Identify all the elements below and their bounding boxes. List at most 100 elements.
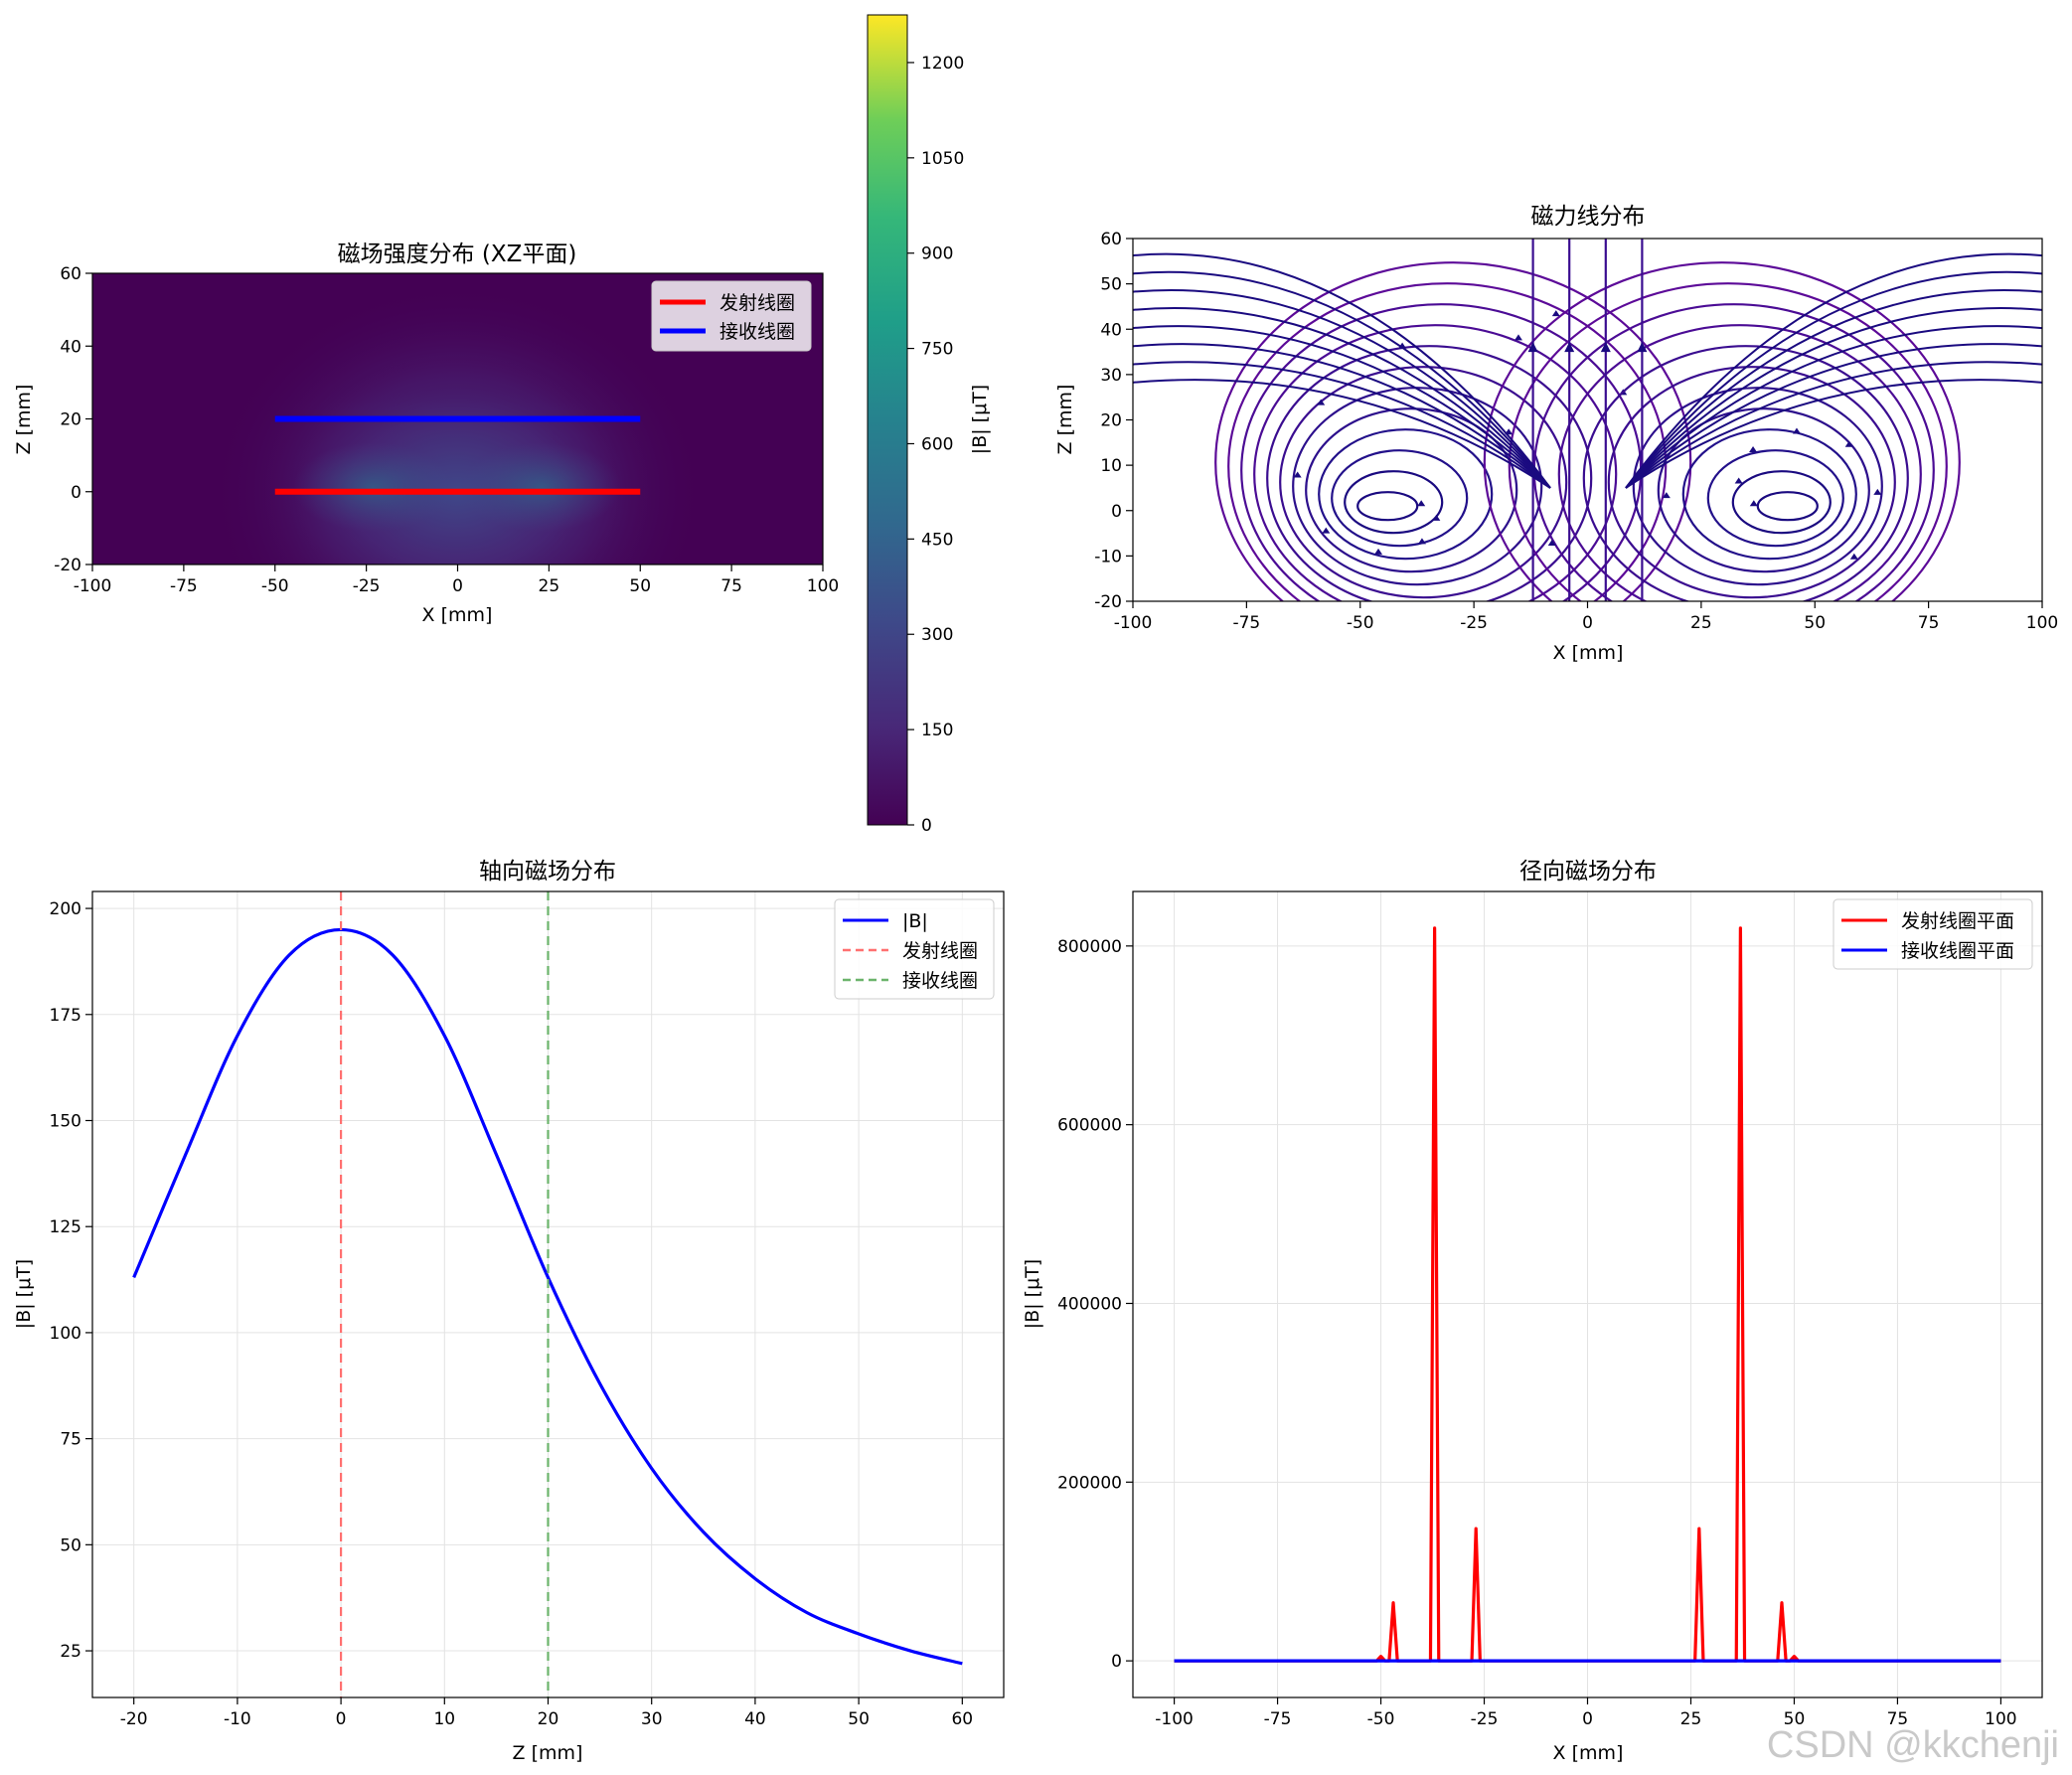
y-tick-label: 600000 bbox=[1057, 1116, 1122, 1136]
legend-rx-plane-label: 接收线圈平面 bbox=[1901, 940, 2014, 962]
streamline-arrow bbox=[1792, 427, 1801, 434]
radial-ylabel: |B| [μT] bbox=[1022, 1259, 1043, 1329]
streamline-loop bbox=[1731, 470, 1832, 535]
x-tick-label: -50 bbox=[261, 576, 289, 596]
axial-xlabel: Z [mm] bbox=[513, 1742, 583, 1764]
streamline-sweep bbox=[1625, 361, 2042, 489]
legend-rx-label: 接收线圈 bbox=[719, 321, 795, 343]
y-tick-label: 75 bbox=[60, 1430, 81, 1450]
colorbar: 0 150 300 450 600 750 900 1050 1200 |B| [μT] bbox=[867, 14, 991, 836]
x-tick-label: -100 bbox=[1114, 613, 1153, 633]
colorbar-label: |B| [μT] bbox=[969, 385, 991, 454]
streamline-arrow bbox=[1293, 471, 1302, 478]
radial-title: 径向磁场分布 bbox=[1519, 859, 1657, 885]
streamline-arrow bbox=[1615, 602, 1623, 608]
colorbar-tick-label: 1050 bbox=[921, 149, 964, 169]
streamline-loop bbox=[1266, 345, 1593, 601]
streamline-sweep bbox=[1625, 288, 2042, 489]
streamline-sweep bbox=[1133, 307, 1551, 489]
streamline-sweep bbox=[1625, 379, 2042, 489]
streamline-arrow bbox=[1662, 492, 1671, 499]
streamline-sweep bbox=[1133, 270, 1551, 489]
legend-rx-dash-label: 接收线圈 bbox=[902, 970, 978, 992]
y-tick-label: 175 bbox=[50, 1006, 81, 1026]
streamline-loop bbox=[1681, 428, 1857, 561]
streamline-loop bbox=[1279, 366, 1568, 599]
colorbar-tick-label: 1200 bbox=[921, 54, 964, 74]
x-tick-label: 0 bbox=[452, 576, 463, 596]
y-tick-label: 20 bbox=[1100, 411, 1122, 431]
streamline-arrow bbox=[1637, 342, 1648, 353]
heatmap-xlabel: X [mm] bbox=[422, 604, 493, 626]
heatmap-y-ticks: -20 0 20 40 60 bbox=[54, 264, 92, 575]
y-tick-label: 100 bbox=[50, 1324, 81, 1344]
streamplot-xlabel: X [mm] bbox=[1553, 642, 1624, 664]
streamline-arrow bbox=[1417, 500, 1426, 507]
legend-tx-label: 发射线圈 bbox=[719, 292, 795, 314]
streamline-loop bbox=[1331, 449, 1469, 548]
axial-ylabel: |B| [μT] bbox=[13, 1259, 35, 1329]
y-tick-label: 50 bbox=[60, 1535, 81, 1555]
streamline-loop bbox=[1344, 470, 1444, 535]
x-tick-label: -25 bbox=[353, 576, 381, 596]
streamline-arrow bbox=[1749, 446, 1758, 453]
streamline-arrow bbox=[1547, 540, 1556, 547]
colorbar-tick-label: 0 bbox=[921, 816, 932, 836]
y-tick-label: 800000 bbox=[1057, 937, 1122, 957]
legend-tx-dash-label: 发射线圈 bbox=[902, 940, 978, 962]
y-tick-label: 150 bbox=[50, 1111, 81, 1131]
y-tick-label: 0 bbox=[1111, 502, 1122, 522]
streamline-arrow bbox=[1849, 553, 1858, 560]
y-tick-label: -10 bbox=[1094, 547, 1122, 566]
streamline-sweep bbox=[1133, 379, 1551, 489]
streamline-arrow bbox=[1749, 500, 1758, 507]
streamline-arrow bbox=[1600, 342, 1611, 353]
x-tick-label: -10 bbox=[224, 1709, 251, 1729]
streamplot-panel: 磁力线分布 -100 -75 -50 -25 0 25 50 75 100 -20-100102… bbox=[1054, 204, 2058, 664]
colorbar-tick-label: 450 bbox=[921, 530, 953, 550]
axial-y-ticks: 25 50 75 100 125 150 175 200 bbox=[50, 899, 92, 1662]
streamline-arrow bbox=[1734, 477, 1743, 484]
colorbar-tick-label: 600 bbox=[921, 434, 953, 454]
axial-x-ticks: -20 -10 0 10 20 30 40 50 60 bbox=[120, 1697, 973, 1729]
streamline-sweep bbox=[1625, 307, 2042, 489]
x-tick-label: 0 bbox=[1582, 613, 1593, 633]
x-tick-label: 50 bbox=[629, 576, 651, 596]
radial-panel: 径向磁场分布 -100 -75 -50 -25 0 25 50 75 100 0 200000 40… bbox=[1022, 859, 2043, 1764]
streamline-sweep bbox=[1625, 325, 2042, 489]
y-tick-label: -20 bbox=[1094, 592, 1122, 612]
x-tick-label: -100 bbox=[1155, 1709, 1194, 1729]
x-tick-label: 40 bbox=[744, 1709, 766, 1729]
legend-tx-plane-label: 发射线圈平面 bbox=[1901, 910, 2014, 932]
axial-title: 轴向磁场分布 bbox=[479, 859, 616, 885]
x-tick-label: 25 bbox=[539, 576, 560, 596]
y-tick-label: 25 bbox=[60, 1642, 81, 1662]
x-tick-label: 0 bbox=[336, 1709, 347, 1729]
streamline-arrow bbox=[1527, 342, 1538, 353]
radial-legend: 发射线圈平面 接收线圈平面 bbox=[1833, 898, 2033, 970]
streamline-sweep bbox=[1625, 270, 2042, 489]
x-tick-label: 75 bbox=[720, 576, 742, 596]
watermark: CSDN @kkchenji bbox=[1767, 1724, 2059, 1766]
x-tick-label: 25 bbox=[1690, 613, 1712, 633]
streamline-arrow bbox=[1653, 602, 1661, 608]
x-tick-label: 50 bbox=[848, 1709, 870, 1729]
streamline-sweep bbox=[1625, 252, 2042, 489]
streamline-loop bbox=[1318, 428, 1494, 561]
streamline-loop bbox=[1607, 366, 1896, 599]
axial-legend: |B| 发射线圈 接收线圈 bbox=[834, 898, 995, 1000]
y-tick-label: 125 bbox=[50, 1217, 81, 1237]
y-tick-label: 200 bbox=[50, 899, 81, 919]
radial-x-ticks: -100 -75 -50 -25 0 25 50 75 100 bbox=[1155, 1697, 2017, 1729]
streamline-loop bbox=[1483, 261, 1961, 601]
streamline-loop bbox=[1508, 282, 1948, 601]
x-tick-label: -75 bbox=[1232, 613, 1260, 633]
streamplot-ylabel: Z [mm] bbox=[1054, 385, 1076, 455]
x-tick-label: -20 bbox=[120, 1709, 148, 1729]
x-tick-label: 75 bbox=[1918, 613, 1940, 633]
y-tick-label: 60 bbox=[60, 264, 81, 284]
heatmap-legend: 发射线圈 接收线圈 bbox=[651, 280, 812, 352]
streamline-loop bbox=[1657, 407, 1870, 573]
y-tick-label: 0 bbox=[71, 483, 81, 503]
streamline-arrow bbox=[1322, 527, 1331, 534]
